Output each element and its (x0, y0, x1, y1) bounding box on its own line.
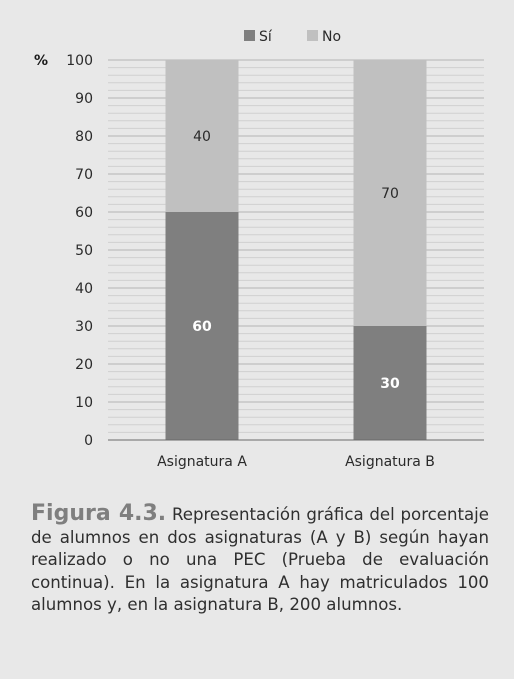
y-tick-label: 100 (66, 53, 93, 69)
y-tick-label: 50 (75, 243, 93, 259)
x-tick-label: Asignatura A (157, 454, 247, 470)
data-label: 60 (192, 319, 212, 335)
y-tick-label: 80 (75, 129, 93, 145)
bar-no (165, 60, 239, 212)
y-tick-label: 70 (75, 167, 93, 183)
legend-label: Sí (259, 29, 273, 45)
stacked-bar-chart: 0 10 20 30 40 50 60 70 80 90 100% 60 40 Asignatura A 3… (34, 29, 484, 470)
caption-label: Figura 4.3. (31, 501, 167, 526)
data-label: 30 (380, 376, 400, 392)
y-axis-label: % (34, 53, 48, 69)
y-tick-label: 10 (75, 395, 93, 411)
caption-text: Representación gráfica del porcentaje de… (31, 505, 490, 614)
bar-no (353, 60, 427, 326)
y-tick-label: 20 (75, 357, 93, 373)
bar-si (353, 326, 427, 440)
figure-caption: Figura 4.3. Representación gráfica del p… (31, 501, 490, 617)
y-tick-label: 60 (75, 205, 93, 221)
y-tick-label: 90 (75, 91, 93, 107)
data-label: 40 (193, 129, 211, 145)
legend-swatch (307, 30, 318, 41)
legend-swatch (244, 30, 255, 41)
y-tick-label: 30 (75, 319, 93, 335)
bar-si (165, 212, 239, 440)
legend-label: No (322, 29, 341, 45)
x-tick-label: Asignatura B (345, 454, 435, 470)
y-tick-label: 0 (84, 433, 93, 449)
data-label: 70 (381, 186, 399, 202)
y-tick-label: 40 (75, 281, 93, 297)
